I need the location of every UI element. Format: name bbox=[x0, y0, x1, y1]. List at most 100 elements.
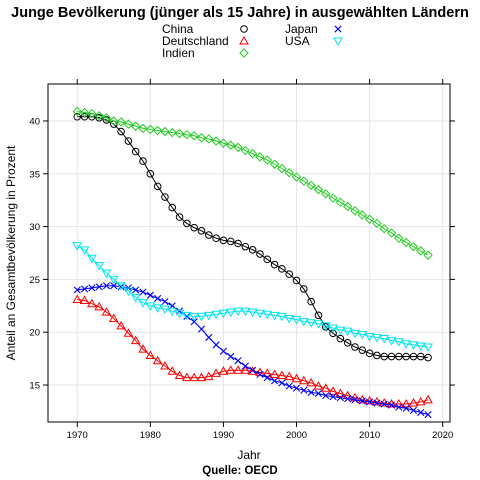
data-point-usa bbox=[218, 309, 229, 319]
data-point-japan bbox=[95, 283, 103, 291]
series-line-deutschland bbox=[77, 298, 429, 405]
series-line-japan bbox=[77, 285, 429, 416]
data-point-china bbox=[278, 265, 286, 273]
data-point-usa bbox=[284, 314, 295, 324]
data-point-indien bbox=[313, 184, 324, 195]
data-point-japan bbox=[139, 288, 147, 296]
data-point-indien bbox=[357, 210, 367, 220]
data-point-indien bbox=[372, 218, 382, 229]
data-point-deutschland bbox=[401, 399, 412, 408]
legend-marker-usa bbox=[333, 37, 343, 47]
series-line-indien bbox=[77, 110, 429, 256]
data-point-japan bbox=[117, 283, 125, 291]
data-point-usa bbox=[269, 311, 280, 321]
data-point-indien bbox=[386, 228, 397, 238]
data-point-indien bbox=[116, 117, 126, 127]
data-point-usa bbox=[423, 343, 433, 353]
legend-label-japan: Japan bbox=[285, 22, 318, 36]
data-point-japan bbox=[102, 282, 111, 290]
data-point-deutschland bbox=[233, 365, 243, 374]
data-point-china bbox=[307, 297, 315, 306]
chart-caption: Quelle: OECD bbox=[202, 465, 277, 477]
data-point-china bbox=[153, 182, 162, 191]
data-point-usa bbox=[255, 309, 265, 319]
legend-label-china: China bbox=[162, 22, 194, 36]
data-point-japan bbox=[322, 392, 330, 400]
series-usa bbox=[72, 242, 433, 353]
data-point-usa bbox=[262, 310, 273, 320]
x-tick-label: 2000 bbox=[286, 430, 307, 441]
data-point-japan bbox=[249, 366, 257, 374]
grid bbox=[48, 84, 450, 422]
y-tick-label: 15 bbox=[29, 381, 40, 392]
data-point-japan bbox=[146, 291, 154, 299]
data-point-deutschland bbox=[86, 298, 97, 308]
data-point-usa bbox=[372, 334, 382, 343]
data-point-china bbox=[336, 334, 345, 343]
data-point-indien bbox=[174, 128, 185, 139]
x-axis: 1970 1980 1990 2000 2010 2020 bbox=[67, 79, 453, 441]
data-point-indien bbox=[101, 113, 112, 123]
data-point-usa bbox=[167, 307, 178, 317]
data-point-deutschland bbox=[152, 355, 163, 365]
data-point-china bbox=[234, 239, 242, 248]
data-point-japan bbox=[409, 406, 418, 414]
data-point-usa bbox=[116, 282, 126, 291]
data-point-china bbox=[197, 227, 206, 235]
data-point-china bbox=[80, 112, 89, 121]
data-point-indien bbox=[226, 140, 236, 150]
data-point-usa bbox=[364, 332, 375, 342]
data-point-usa bbox=[196, 312, 207, 322]
data-point-china bbox=[190, 223, 198, 232]
data-point-japan bbox=[314, 389, 323, 398]
data-point-china bbox=[219, 236, 228, 245]
data-point-deutschland bbox=[79, 295, 90, 305]
data-point-china bbox=[175, 213, 184, 221]
data-point-indien bbox=[364, 214, 375, 224]
data-point-usa bbox=[393, 338, 404, 347]
data-point-deutschland bbox=[160, 361, 170, 370]
data-point-indien bbox=[145, 124, 156, 135]
data-point-deutschland bbox=[189, 372, 200, 382]
plot-area bbox=[47, 83, 451, 423]
data-point-indien bbox=[416, 246, 426, 256]
data-point-japan bbox=[132, 286, 140, 294]
x-axis-label: Jahr bbox=[237, 448, 260, 462]
series-line-china bbox=[77, 116, 429, 359]
data-point-deutschland bbox=[298, 375, 309, 385]
data-point-japan bbox=[373, 399, 381, 407]
data-point-indien bbox=[335, 197, 346, 208]
data-point-deutschland bbox=[182, 372, 192, 382]
legend-marker-indien bbox=[239, 48, 249, 58]
data-point-indien bbox=[255, 152, 265, 162]
data-point-deutschland bbox=[423, 394, 433, 404]
data-point-deutschland bbox=[72, 294, 83, 303]
y-tick-label: 35 bbox=[29, 169, 40, 180]
data-point-usa bbox=[108, 275, 119, 285]
data-point-deutschland bbox=[335, 388, 346, 397]
data-point-china bbox=[183, 219, 191, 228]
data-point-indien bbox=[87, 108, 97, 119]
data-point-japan bbox=[190, 318, 198, 326]
data-point-indien bbox=[131, 121, 141, 131]
data-point-usa bbox=[225, 308, 236, 318]
y-tick-label: 20 bbox=[29, 328, 40, 339]
legend-label-deutschland: Deutschland bbox=[162, 34, 229, 48]
data-point-japan bbox=[417, 408, 425, 417]
data-point-usa bbox=[415, 342, 426, 351]
data-point-indien bbox=[138, 123, 148, 134]
data-point-china bbox=[248, 246, 257, 254]
y-axis-label: Anteil an Gesamtbevölkerung in Prozent bbox=[4, 145, 18, 360]
data-point-indien bbox=[182, 129, 192, 140]
data-point-japan bbox=[329, 393, 337, 401]
data-point-china bbox=[205, 231, 213, 239]
data-point-china bbox=[270, 260, 279, 269]
data-point-china bbox=[131, 147, 140, 156]
data-point-indien bbox=[240, 145, 251, 156]
data-point-china bbox=[285, 270, 294, 278]
data-point-china bbox=[146, 169, 155, 178]
data-point-deutschland bbox=[167, 366, 178, 375]
data-point-indien bbox=[233, 142, 243, 153]
data-point-china bbox=[365, 349, 374, 358]
